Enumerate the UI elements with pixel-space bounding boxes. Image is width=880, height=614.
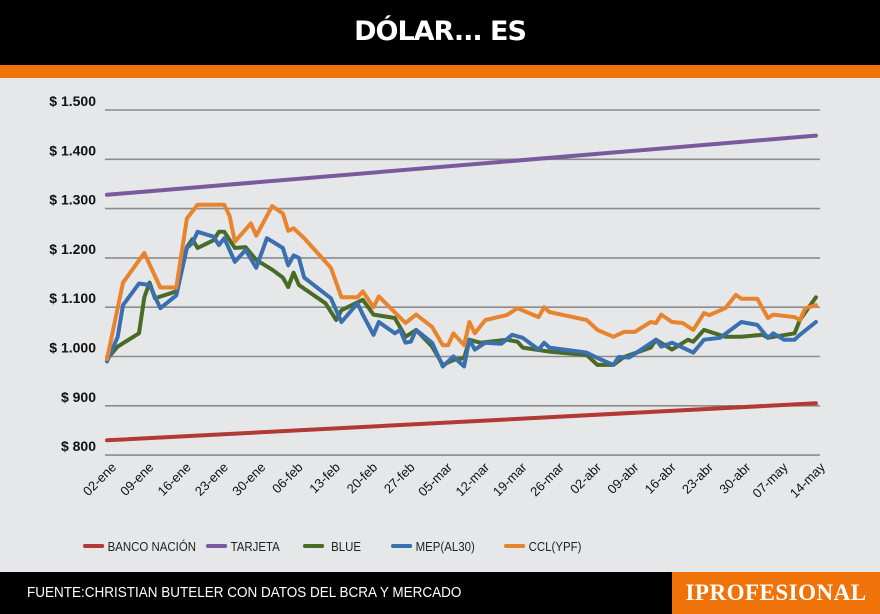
legend-item-banco-nacion: BANCO NACIÓN xyxy=(83,537,196,555)
series-lines xyxy=(105,133,818,443)
x-tick-label: 26-mar xyxy=(527,459,567,499)
y-tick-label: $ 1.000 xyxy=(49,340,96,356)
series-line-tarjeta xyxy=(105,133,818,197)
title-bar: DÓLAR... ES xyxy=(0,0,880,65)
y-tick-label: $ 1.200 xyxy=(49,241,96,257)
x-tick-label: 12-mar xyxy=(452,459,492,499)
series-line-ccl-ypf- xyxy=(105,202,818,361)
y-tick-label: $ 1.500 xyxy=(49,93,96,109)
x-tick-label: 05-mar xyxy=(415,459,455,499)
y-tick-label: $ 900 xyxy=(61,389,96,405)
legend-label: CCL(YPF) xyxy=(528,538,582,554)
x-tick-label: 13-feb xyxy=(306,460,343,497)
x-tick-label: 06-feb xyxy=(269,460,306,497)
legend-swatch xyxy=(504,544,526,548)
x-tick-label: 07-may xyxy=(749,459,791,501)
series-line-mep-al30- xyxy=(105,229,818,369)
series-line-blue xyxy=(105,229,818,367)
y-tick-label: $ 1.400 xyxy=(49,142,96,158)
y-tick-label: $ 1.100 xyxy=(49,290,96,306)
x-tick-label: 02-ene xyxy=(80,460,119,499)
chart-title: DÓLAR... ES xyxy=(354,16,527,47)
legend-swatch xyxy=(391,544,413,548)
y-axis-labels: $ 1.500 $ 1.400 $ 1.300 $ 1.200 $ 1.100 $ 1.0… xyxy=(49,93,96,454)
x-tick-label: 09-abr xyxy=(604,459,642,497)
source-note: FUENTE:CHRISTIAN BUTELER CON DATOS DEL B… xyxy=(27,584,462,601)
legend-swatch xyxy=(83,544,105,548)
x-tick-label: 20-feb xyxy=(344,460,381,497)
x-tick-label: 23-abr xyxy=(679,459,717,497)
legend-item-ccl: CCL(YPF) xyxy=(504,537,581,555)
legend-item-mep: MEP(AL30) xyxy=(391,537,475,555)
legend-swatch xyxy=(206,544,228,548)
x-tick-label: 02-abr xyxy=(567,459,605,497)
legend-label: MEP(AL30) xyxy=(415,538,475,554)
legend-label: BLUE xyxy=(331,538,362,554)
footer: FUENTE:CHRISTIAN BUTELER CON DATOS DEL B… xyxy=(0,572,880,614)
x-tick-label: 16-ene xyxy=(155,460,194,499)
y-tick-label: $ 1.300 xyxy=(49,192,96,208)
x-tick-label: 16-abr xyxy=(642,459,680,497)
x-tick-label: 09-ene xyxy=(117,460,156,499)
series-line-banco-naci-n xyxy=(105,401,818,443)
legend-item-tarjeta: TARJETA xyxy=(206,537,280,555)
brand-logo: IPROFESIONAL xyxy=(672,572,880,614)
legend-swatch xyxy=(303,544,325,548)
legend-item-blue: BLUE xyxy=(303,537,361,555)
x-tick-label: 14-may xyxy=(787,459,829,501)
accent-bar xyxy=(0,65,880,78)
legend-label: TARJETA xyxy=(230,538,280,554)
x-tick-label: 19-mar xyxy=(490,459,530,499)
legend-label: BANCO NACIÓN xyxy=(107,538,196,554)
gridlines xyxy=(105,109,820,456)
x-tick-label: 27-feb xyxy=(381,460,418,497)
y-tick-label: $ 800 xyxy=(61,438,96,454)
x-tick-label: 30-ene xyxy=(229,460,268,499)
x-tick-label: 30-abr xyxy=(716,459,754,497)
x-tick-label: 23-ene xyxy=(192,460,231,499)
